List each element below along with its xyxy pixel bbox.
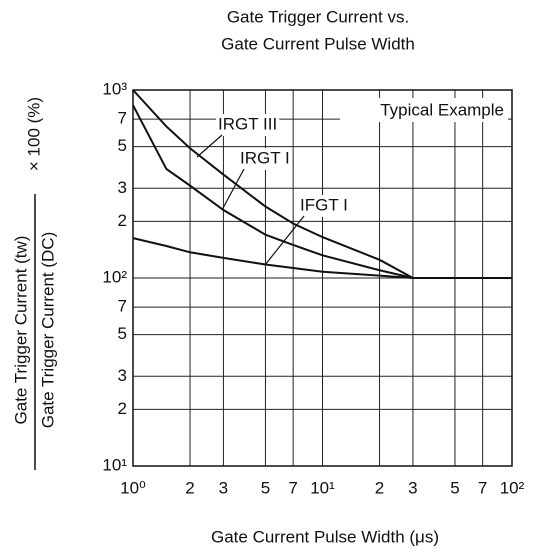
y-tick-label: 7 bbox=[118, 109, 127, 128]
x-tick-label: 2 bbox=[375, 478, 384, 497]
x-tick-label: 10² bbox=[500, 478, 525, 497]
y-tick-label: 3 bbox=[118, 366, 127, 385]
leader-line bbox=[264, 215, 305, 266]
label-bg bbox=[298, 195, 350, 217]
y-axis-label: Gate Trigger Current (DC) bbox=[38, 232, 57, 429]
x-tick-label: 5 bbox=[261, 478, 270, 497]
x-tick-label: 10¹ bbox=[310, 478, 335, 497]
chart-title: Gate Trigger Current vs. bbox=[227, 7, 409, 26]
x-tick-label: 3 bbox=[219, 478, 228, 497]
x-tick-label: 5 bbox=[450, 478, 459, 497]
x-tick-label: 10⁰ bbox=[120, 478, 146, 497]
y-tick-label: 3 bbox=[118, 178, 127, 197]
leader-line bbox=[196, 134, 223, 158]
series-label: IFGT I bbox=[300, 195, 348, 214]
x-axis-label: Gate Current Pulse Width (μs) bbox=[211, 527, 439, 546]
x-tick-label: 2 bbox=[185, 478, 194, 497]
x-tick-label: 7 bbox=[288, 478, 297, 497]
y-tick-label: 10² bbox=[102, 267, 127, 286]
leader-line bbox=[221, 168, 245, 211]
y-tick-label: 5 bbox=[118, 324, 127, 343]
y-tick-label: 7 bbox=[118, 297, 127, 316]
chart-title: Gate Current Pulse Width bbox=[221, 34, 415, 53]
annotation-box bbox=[340, 98, 508, 122]
label-bg bbox=[216, 114, 280, 136]
x-tick-label: 7 bbox=[478, 478, 487, 497]
label-bg bbox=[238, 148, 292, 170]
series-label: IRGT I bbox=[240, 148, 290, 167]
y-axis-label: × 100 (%) bbox=[24, 97, 43, 171]
series-label: IRGT III bbox=[218, 114, 277, 133]
line-series bbox=[132, 237, 512, 279]
annotation: Typical Example bbox=[380, 100, 504, 119]
y-tick-label: 10¹ bbox=[102, 455, 127, 474]
x-tick-label: 3 bbox=[408, 478, 417, 497]
y-tick-label: 2 bbox=[118, 399, 127, 418]
y-tick-label: 5 bbox=[118, 136, 127, 155]
plot-frame bbox=[132, 89, 513, 467]
y-tick-label: 10³ bbox=[102, 79, 127, 98]
y-axis-label: Gate Trigger Current (tw) bbox=[11, 236, 30, 425]
y-tick-label: 2 bbox=[118, 211, 127, 230]
